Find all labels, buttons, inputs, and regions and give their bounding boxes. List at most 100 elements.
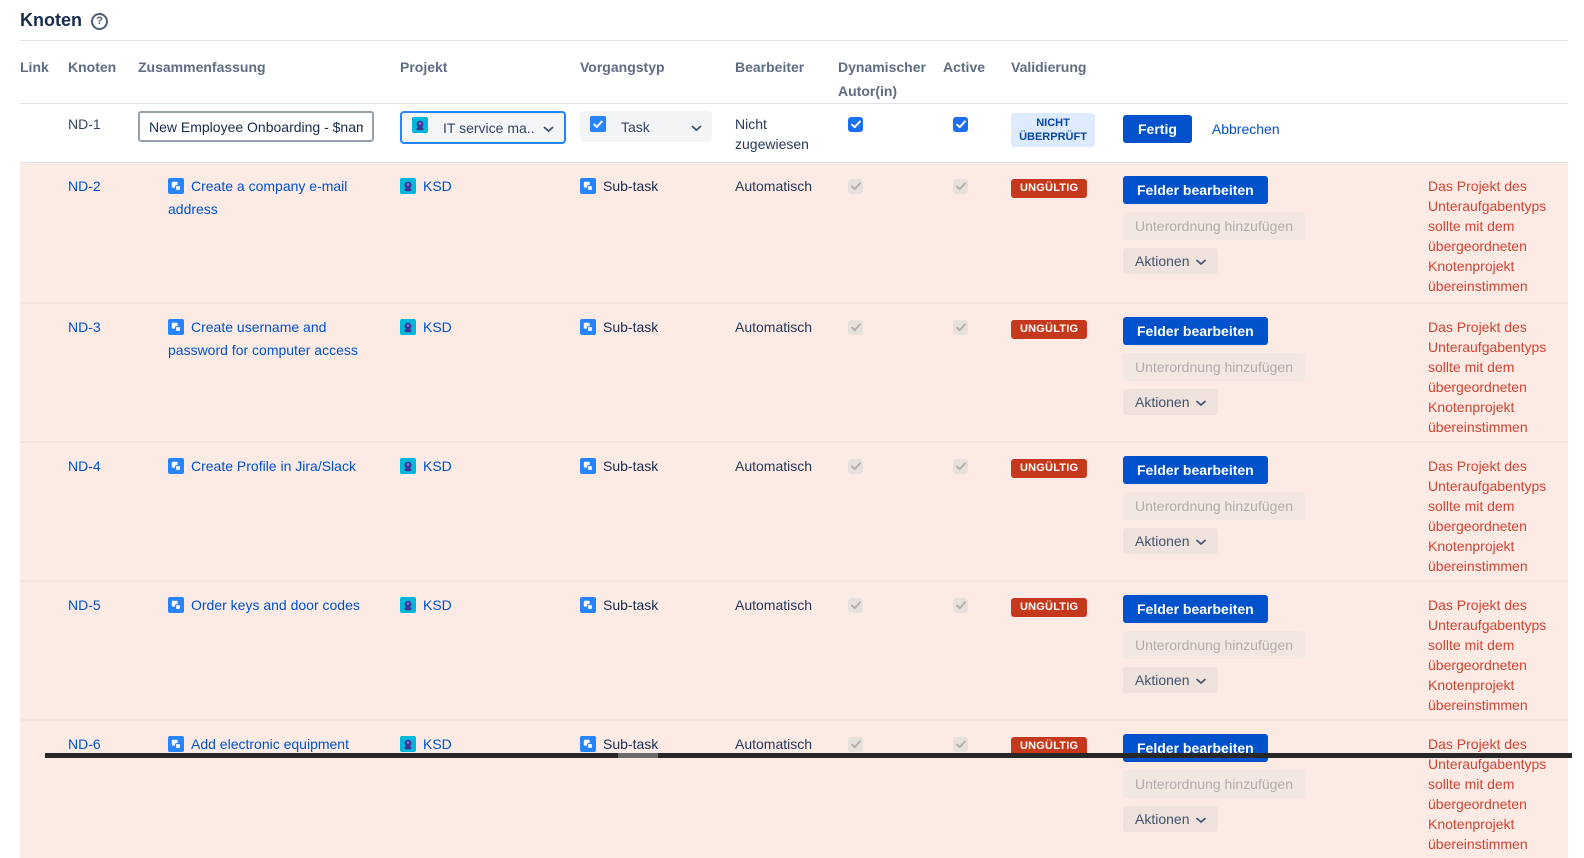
- edit-row-nd1: ND-1 IT service ma... Task: [20, 104, 1568, 163]
- project-link[interactable]: KSD: [423, 319, 452, 335]
- assignee-value: Automatisch: [735, 319, 813, 335]
- summary-link[interactable]: Add electronic equipment: [191, 736, 349, 752]
- summary-cell: [138, 111, 400, 142]
- actions-dropdown-label: Aktionen: [1135, 394, 1190, 410]
- table-row: ND-3 Create username and password for co…: [20, 302, 1568, 441]
- chevron-down-icon: [1196, 672, 1207, 688]
- page-title: Knoten: [20, 10, 82, 30]
- scrollbar-thumb[interactable]: [618, 753, 658, 758]
- project-avatar-icon: [400, 597, 416, 618]
- chevron-down-icon: [1196, 811, 1207, 827]
- active-cell: [943, 595, 1011, 615]
- project-select[interactable]: IT service ma...: [400, 111, 566, 144]
- add-child-button: Unterordnung hinzufügen: [1123, 353, 1306, 381]
- row-actions-cell: Felder bearbeiten Unterordnung hinzufüge…: [1123, 734, 1428, 832]
- header-active: Active: [943, 59, 986, 75]
- assignee-value: Automatisch: [735, 458, 813, 474]
- page-header: Knoten ?: [0, 0, 1584, 40]
- dynamic-author-cell: [838, 595, 943, 615]
- edit-fields-button[interactable]: Felder bearbeiten: [1123, 456, 1268, 484]
- actions-dropdown-button[interactable]: Aktionen: [1123, 528, 1219, 554]
- table-row: ND-2 Create a company e-mail address KSD…: [20, 163, 1568, 302]
- task-icon: [590, 116, 606, 137]
- subtask-icon: [580, 178, 596, 199]
- node-key-link[interactable]: ND-3: [68, 319, 101, 335]
- actions-dropdown-button[interactable]: Aktionen: [1123, 806, 1219, 832]
- actions-dropdown-button[interactable]: Aktionen: [1123, 248, 1219, 274]
- subtask-icon: [168, 597, 184, 618]
- cancel-link[interactable]: Abbrechen: [1211, 121, 1280, 137]
- validation-cell: UNGÜLTIG: [1011, 176, 1123, 198]
- horizontal-scrollbar[interactable]: [45, 753, 1572, 758]
- validation-error-message: Das Projekt des Unteraufgabentyps sollte…: [1428, 178, 1547, 294]
- subtask-icon: [580, 736, 596, 757]
- issuetype-cell: Sub-task: [580, 317, 735, 340]
- active-checkbox: [953, 598, 968, 613]
- node-key-link[interactable]: ND-5: [68, 597, 101, 613]
- summary-link[interactable]: Create Profile in Jira/Slack: [191, 458, 356, 474]
- edit-fields-button[interactable]: Felder bearbeiten: [1123, 595, 1268, 623]
- chevron-down-icon: [691, 117, 702, 137]
- summary-cell: Add electronic equipment: [138, 734, 400, 757]
- dynamic-author-cell: [838, 114, 943, 134]
- actions-dropdown-button[interactable]: Aktionen: [1123, 389, 1219, 415]
- chevron-down-icon: [1196, 253, 1207, 269]
- issuetype-label: Sub-task: [603, 458, 659, 474]
- validation-cell: UNGÜLTIG: [1011, 734, 1123, 756]
- validation-error-message: Das Projekt des Unteraufgabentyps sollte…: [1428, 458, 1547, 574]
- dynamic-author-cell: [838, 456, 943, 476]
- issuetype-select[interactable]: Task: [580, 111, 712, 142]
- chevron-down-icon: [543, 118, 554, 138]
- project-avatar-icon: [400, 736, 416, 757]
- dynamic-author-checkbox[interactable]: [848, 117, 863, 132]
- project-link[interactable]: KSD: [423, 178, 452, 194]
- node-key-link[interactable]: ND-2: [68, 178, 101, 194]
- active-checkbox: [953, 737, 968, 752]
- validation-error-message: Das Projekt des Unteraufgabentyps sollte…: [1428, 736, 1547, 852]
- project-cell: KSD: [400, 317, 580, 340]
- summary-link[interactable]: Order keys and door codes: [191, 597, 360, 613]
- chevron-down-icon: [1196, 394, 1207, 410]
- node-key-cell: ND-5: [68, 595, 138, 615]
- validation-error-message: Das Projekt des Unteraufgabentyps sollte…: [1428, 319, 1547, 435]
- subtask-icon: [168, 736, 184, 757]
- project-link[interactable]: KSD: [423, 736, 452, 752]
- issuetype-cell: Sub-task: [580, 595, 735, 618]
- validation-error-message: Das Projekt des Unteraufgabentyps sollte…: [1428, 597, 1547, 713]
- active-checkbox[interactable]: [953, 117, 968, 132]
- issuetype-label: Sub-task: [603, 597, 659, 613]
- header-knoten: Knoten: [68, 59, 117, 75]
- add-child-button: Unterordnung hinzufügen: [1123, 631, 1306, 659]
- issuetype-label: Sub-task: [603, 319, 659, 335]
- table-row: ND-5 Order keys and door codes KSD Sub-t…: [20, 580, 1568, 719]
- subtask-icon: [168, 178, 184, 199]
- project-select-value: IT service ma...: [443, 119, 535, 136]
- header-validierung: Validierung: [1011, 59, 1087, 75]
- done-button[interactable]: Fertig: [1123, 115, 1192, 143]
- validation-badge: UNGÜLTIG: [1011, 737, 1088, 756]
- project-link[interactable]: KSD: [423, 597, 452, 613]
- dynamic-author-checkbox: [848, 737, 863, 752]
- active-checkbox: [953, 320, 968, 335]
- issuetype-cell: Sub-task: [580, 456, 735, 479]
- active-cell: [943, 317, 1011, 337]
- subtask-icon: [580, 319, 596, 340]
- actions-dropdown-button[interactable]: Aktionen: [1123, 667, 1219, 693]
- dynamic-author-checkbox: [848, 459, 863, 474]
- add-child-button: Unterordnung hinzufügen: [1123, 492, 1306, 520]
- summary-input[interactable]: [138, 111, 374, 142]
- header-projekt: Projekt: [400, 59, 448, 75]
- summary-link[interactable]: Create username and password for compute…: [168, 319, 358, 358]
- project-avatar-icon: [412, 117, 428, 138]
- summary-link[interactable]: Create a company e-mail address: [168, 178, 348, 217]
- node-key-link[interactable]: ND-6: [68, 736, 101, 752]
- project-link[interactable]: KSD: [423, 458, 452, 474]
- node-key-link[interactable]: ND-4: [68, 458, 101, 474]
- edit-fields-button[interactable]: Felder bearbeiten: [1123, 317, 1268, 345]
- header-dynamischer-autor: Dynamischer Autor(in): [838, 59, 926, 99]
- validation-badge: UNGÜLTIG: [1011, 179, 1088, 198]
- edit-fields-button[interactable]: Felder bearbeiten: [1123, 176, 1268, 204]
- assignee-value: Nicht zugewiesen: [735, 116, 809, 152]
- help-icon[interactable]: ?: [91, 13, 108, 30]
- active-cell: [943, 176, 1011, 196]
